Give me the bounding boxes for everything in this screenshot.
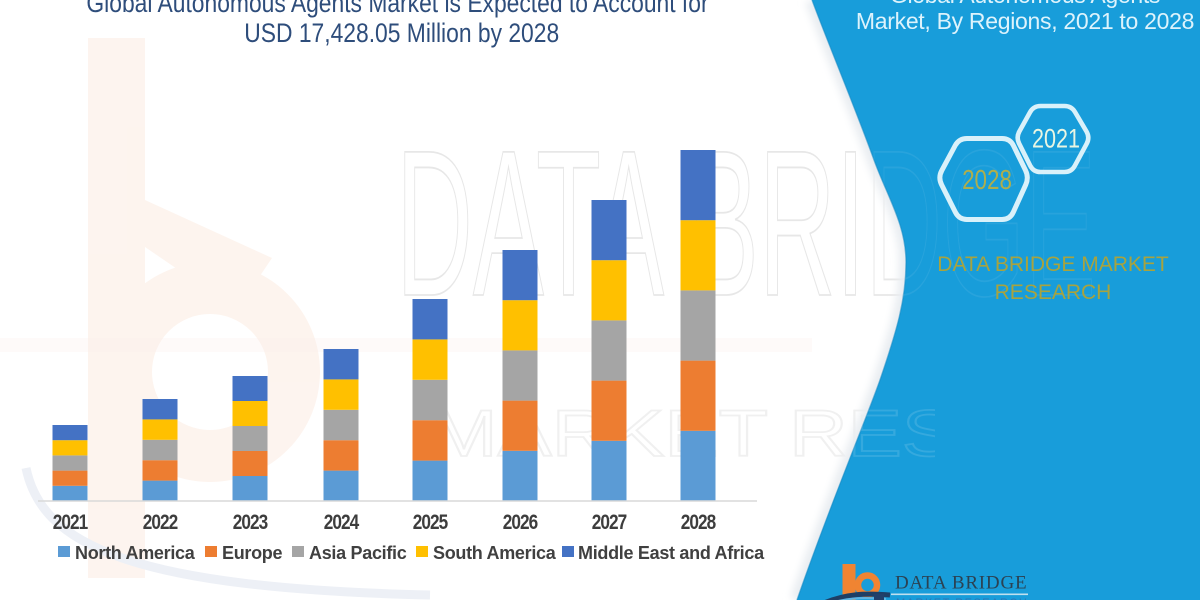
- svg-text:2021: 2021: [1032, 124, 1080, 154]
- svg-text:MARKET RESEARCH: MARKET RESEARCH: [896, 597, 1028, 600]
- svg-text:2028: 2028: [962, 165, 1012, 196]
- svg-text:DATA BRIDGE: DATA BRIDGE: [895, 573, 1027, 594]
